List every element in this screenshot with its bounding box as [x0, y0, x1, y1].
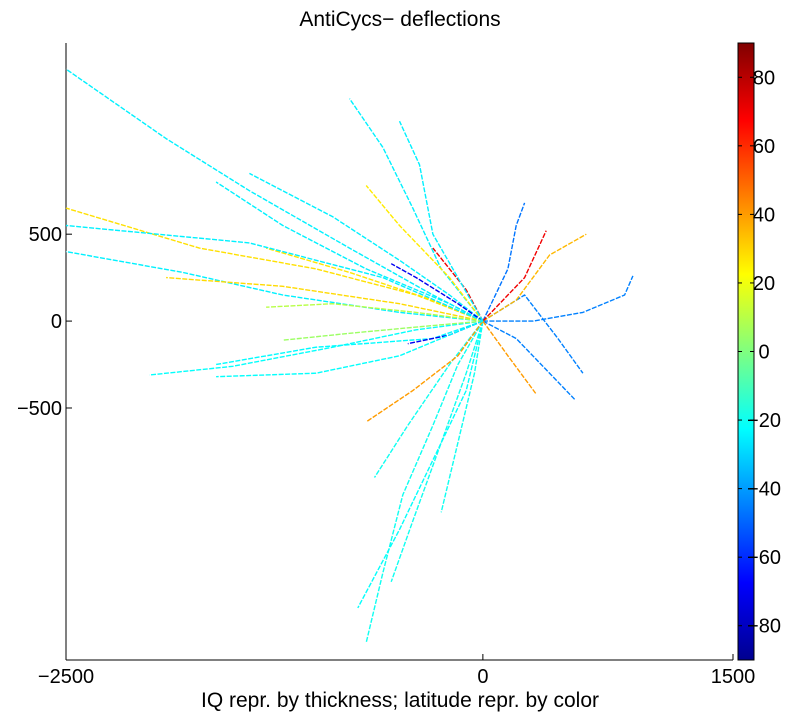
colorbar-tick-label: −20 [747, 410, 781, 432]
track-line-3 [215, 181, 484, 322]
y-tick-label: −500 [17, 398, 62, 420]
track-line-27 [432, 247, 484, 322]
x-tick-label: 1500 [711, 666, 756, 688]
track-line-25 [482, 233, 587, 322]
track-line-14 [365, 320, 484, 643]
track-line-22 [482, 202, 526, 322]
track-line-11 [166, 276, 484, 322]
y-tick-label: 500 [29, 224, 62, 246]
track-line-5 [149, 320, 483, 376]
track-line-7 [215, 320, 484, 366]
colorbar-tick-label: 20 [753, 273, 775, 295]
colorbar-tick-label: −80 [747, 616, 781, 638]
track-line-21 [482, 320, 576, 400]
track-line-19 [482, 294, 584, 374]
colorbar: 80 60 40 20 0 −20 −40 −60 −80 [737, 42, 781, 661]
track-line-32 [65, 224, 484, 322]
x-ticks: −2500 0 1500 [38, 654, 755, 688]
x-axis-label: IQ repr. by thickness; latitude repr. by… [201, 689, 599, 712]
track-line-6 [249, 172, 484, 322]
track-line-12 [266, 303, 483, 322]
colorbar-tick-label: 60 [753, 136, 775, 158]
track-line-30 [216, 320, 484, 378]
track-line-15 [390, 320, 484, 583]
track-line-16 [440, 320, 484, 513]
colorbar-ticks: 80 60 40 20 0 −20 −40 −60 −80 [738, 67, 781, 638]
track-line-8 [65, 207, 484, 322]
track-line-31 [398, 120, 484, 322]
colorbar-tick-label: 40 [753, 204, 775, 226]
track-line-23 [390, 263, 484, 322]
x-tick-label: 0 [477, 666, 488, 688]
track-line-1 [65, 68, 484, 322]
plot-area [65, 43, 733, 661]
x-tick-label: −2500 [38, 666, 94, 688]
track-line-17 [357, 320, 484, 609]
track-line-10 [365, 185, 484, 322]
track-line-13 [282, 320, 483, 341]
y-ticks: 500 0 −500 [17, 224, 72, 420]
track-line-2 [348, 98, 484, 322]
track-line-28 [482, 230, 547, 322]
track-line-29 [482, 320, 537, 395]
colorbar-tick-label: 80 [753, 67, 775, 89]
colorbar-tick-label: 0 [758, 342, 769, 364]
y-tick-label: 0 [51, 311, 62, 333]
colorbar-tick-label: −40 [747, 479, 781, 501]
track-line-18 [373, 320, 484, 478]
track-line-26 [365, 320, 484, 423]
track-layer [65, 68, 634, 643]
chart-title: AntiCycs− deflections [299, 8, 500, 31]
colorbar-tick-label: −60 [747, 547, 781, 569]
track-line-20 [482, 275, 634, 322]
track-line-4 [65, 250, 483, 322]
